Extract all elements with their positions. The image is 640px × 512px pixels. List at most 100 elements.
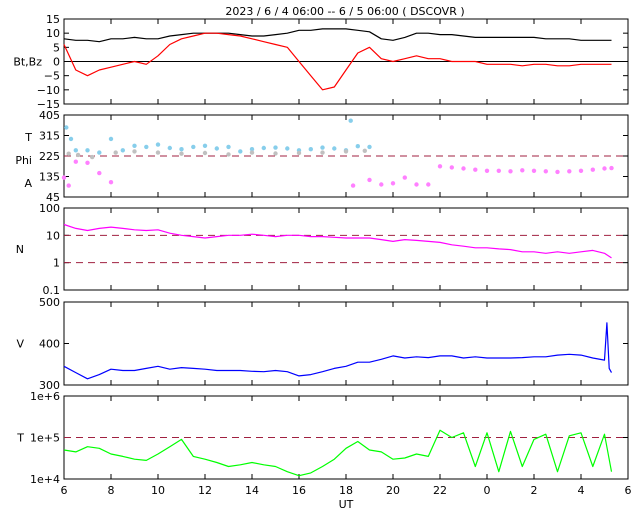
v-line — [63, 322, 613, 380]
y-tick-label: 1e+4 — [30, 473, 60, 486]
a-point — [508, 169, 513, 174]
n-line — [63, 223, 612, 259]
x-tick-label: 22 — [433, 484, 447, 497]
a-point — [496, 168, 501, 173]
a-point — [414, 182, 419, 187]
phi-point — [249, 150, 255, 155]
y-axis-label: Phi — [15, 154, 32, 167]
y-axis-label: Bt,Bz — [13, 56, 42, 69]
theta-point — [285, 146, 290, 151]
y-tick-label: 0.1 — [43, 284, 61, 297]
y-axis-label: N — [16, 243, 24, 256]
theta-point — [132, 143, 137, 148]
a-point — [85, 160, 90, 165]
y-axis-label: T — [16, 432, 24, 445]
a-point — [350, 183, 356, 188]
y-tick-label: −5 — [44, 70, 60, 83]
phi-point — [226, 152, 231, 157]
x-tick-label: 10 — [151, 484, 165, 497]
x-tick-label: 0 — [484, 484, 491, 497]
x-tick-label: 2 — [531, 484, 538, 497]
y-tick-label: 300 — [39, 379, 60, 392]
theta-point — [261, 145, 266, 151]
y-tick-label: 5 — [53, 41, 60, 54]
a-point — [520, 168, 525, 173]
theta-point — [355, 144, 360, 149]
theta-point — [167, 145, 172, 151]
a-point — [473, 167, 478, 172]
chart-panels: 151050−5−10−15Bt,Bz40531522513545TPhiA10… — [13, 13, 629, 486]
panel-frame — [63, 301, 629, 386]
a-point — [367, 177, 372, 183]
theta-point — [348, 118, 353, 123]
y-tick-label: −10 — [37, 84, 60, 97]
a-point — [426, 182, 431, 187]
theta-point — [273, 145, 278, 150]
phi-point — [90, 154, 95, 160]
a-point — [590, 167, 595, 172]
theta-point — [64, 125, 69, 130]
a-point — [555, 169, 560, 175]
a-point — [449, 165, 454, 170]
a-point — [66, 183, 71, 188]
theta-point — [191, 144, 196, 150]
theta-point — [332, 146, 337, 151]
theta-point — [249, 147, 255, 152]
phi-point — [113, 150, 118, 155]
theta-point — [155, 142, 161, 147]
y-tick-label: 135 — [39, 171, 60, 184]
theta-point — [179, 147, 184, 152]
phi-point — [202, 150, 208, 156]
phi-point — [155, 150, 161, 155]
bz-line — [63, 32, 612, 91]
theta-point — [68, 136, 74, 142]
x-tick-label: 6 — [625, 484, 632, 497]
theta-point — [367, 144, 372, 150]
theta-point — [202, 143, 208, 148]
x-tick-label: 12 — [198, 484, 212, 497]
a-point — [402, 175, 407, 180]
x-tick-label: 20 — [386, 484, 400, 497]
x-tick-label: 18 — [339, 484, 353, 497]
a-point — [108, 180, 114, 185]
a-point — [379, 182, 384, 187]
x-tick-label: 8 — [108, 484, 115, 497]
y-tick-label: 405 — [39, 109, 60, 122]
chart-title: 2023 / 6 / 4 06:00 -- 6 / 5 06:00 ( DSCO… — [225, 5, 464, 18]
theta-point — [238, 149, 243, 154]
t-line — [63, 429, 613, 477]
a-point — [484, 168, 490, 173]
x-tick-label: 16 — [292, 484, 306, 497]
panel-frame — [63, 207, 629, 291]
y-tick-label: 10 — [46, 229, 60, 242]
a-point — [609, 165, 614, 171]
phi-point — [273, 151, 278, 156]
theta-point — [320, 145, 325, 150]
y-tick-label: 315 — [39, 130, 60, 143]
panel-4: 500 400 300 V — [16, 296, 629, 392]
y-axis-label: V — [16, 338, 24, 351]
a-point — [437, 164, 443, 169]
x-tick-label: 6 — [61, 484, 68, 497]
y-axis-label: A — [24, 177, 32, 190]
y-tick-label: 1e+5 — [30, 432, 60, 445]
y-tick-label: 1 — [53, 257, 60, 270]
a-point — [97, 170, 102, 176]
theta-point — [108, 136, 114, 142]
y-tick-label: 225 — [39, 150, 60, 163]
theta-point — [226, 144, 231, 150]
panel-5: 1e+6 1e+5 1e+4 T — [16, 390, 629, 486]
theta-point — [120, 148, 126, 153]
panel-2: 405 315 225 135 45 T Phi A — [15, 109, 629, 204]
theta-point — [85, 148, 90, 153]
a-point — [390, 181, 396, 186]
a-point — [567, 169, 572, 174]
x-tick-label: 14 — [245, 484, 259, 497]
phi-point — [66, 151, 71, 156]
y-tick-label: 500 — [39, 296, 60, 309]
y-tick-label: 400 — [39, 338, 60, 351]
a-point — [461, 166, 466, 171]
y-tick-label: 1e+6 — [30, 390, 60, 403]
theta-point — [144, 144, 149, 150]
phi-point — [343, 149, 349, 154]
